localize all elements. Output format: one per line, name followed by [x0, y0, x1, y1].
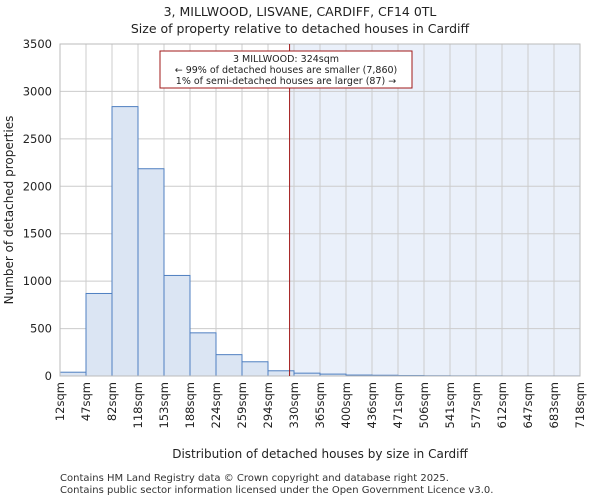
x-tick-label: 400sqm: [339, 382, 353, 428]
x-tick-label: 118sqm: [131, 382, 145, 428]
x-axis-title: Distribution of detached houses by size …: [172, 447, 468, 461]
x-tick-label: 82sqm: [105, 382, 119, 421]
annotation-line: 3 MILLWOOD: 324sqm: [233, 54, 339, 65]
x-tick-label: 577sqm: [469, 382, 483, 428]
x-tick-label: 365sqm: [313, 382, 327, 428]
x-tick-label: 436sqm: [365, 382, 379, 428]
x-tick-label: 541sqm: [443, 382, 457, 428]
annotation-line: ← 99% of detached houses are smaller (7,…: [175, 65, 398, 76]
footer-licence: Contains public sector information licen…: [60, 485, 494, 496]
annotation-line: 1% of semi-detached houses are larger (8…: [176, 76, 396, 87]
y-tick-label: 1000: [23, 274, 52, 288]
histogram-bar: [215, 354, 243, 377]
x-tick-label: 188sqm: [183, 382, 197, 428]
histogram-bar: [241, 361, 269, 377]
x-tick-label: 330sqm: [287, 382, 301, 428]
histogram-bar: [85, 292, 113, 377]
chart-title: Size of property relative to detached ho…: [130, 21, 470, 36]
footer-copyright: Contains HM Land Registry data © Crown c…: [60, 473, 449, 484]
chart-title-address: 3, MILLWOOD, LISVANE, CARDIFF, CF14 0TL: [163, 4, 437, 19]
y-tick-label: 0: [45, 369, 52, 383]
x-tick-label: 647sqm: [521, 382, 535, 428]
x-tick-label: 47sqm: [79, 382, 93, 421]
x-tick-label: 471sqm: [391, 382, 405, 428]
x-tick-label: 294sqm: [261, 382, 275, 428]
histogram-bar: [59, 371, 87, 377]
histogram-bar: [267, 370, 295, 377]
histogram-bar: [189, 332, 217, 377]
plot-frame: [59, 43, 581, 377]
y-axis-title: Number of detached properties: [2, 116, 16, 305]
y-tick-label: 2500: [23, 132, 52, 146]
highlight-region: [289, 44, 580, 376]
x-tick-label: 718sqm: [573, 382, 587, 428]
x-tick-label: 612sqm: [495, 382, 509, 428]
x-tick-label: 259sqm: [235, 382, 249, 428]
x-tick-label: 683sqm: [547, 382, 561, 428]
y-tick-label: 1500: [23, 227, 52, 241]
x-tick-label: 12sqm: [53, 382, 67, 421]
y-tick-label: 2000: [23, 179, 52, 193]
y-tick-label: 3000: [23, 84, 52, 98]
x-tick-label: 224sqm: [209, 382, 223, 428]
histogram-bar: [163, 274, 191, 377]
y-tick-label: 3500: [23, 37, 52, 51]
x-tick-label: 153sqm: [157, 382, 171, 428]
annotation-box: [159, 50, 413, 89]
histogram-bar: [111, 106, 139, 377]
y-tick-label: 500: [30, 322, 52, 336]
x-tick-label: 506sqm: [417, 382, 431, 428]
histogram-bar: [137, 168, 165, 377]
